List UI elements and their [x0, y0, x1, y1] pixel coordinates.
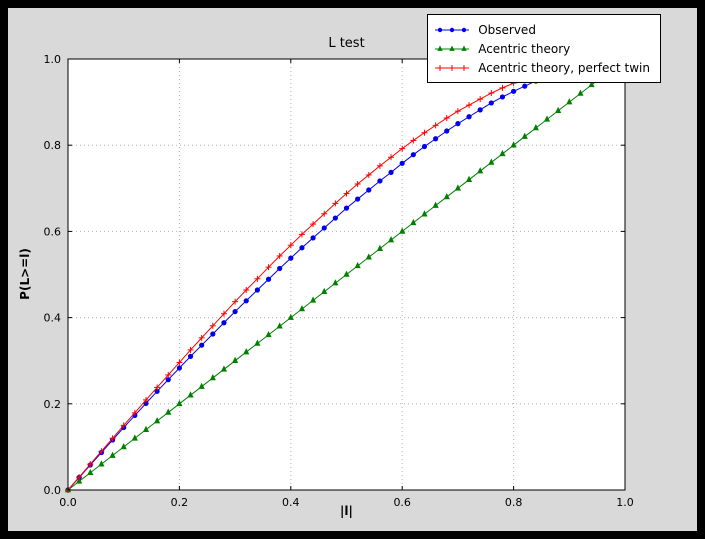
legend-line-sample-triangle-icon	[435, 45, 470, 51]
legend-label: Observed	[478, 22, 536, 37]
legend-item-2: Acentric theory	[434, 39, 650, 58]
x-tick-label: 0.0	[59, 496, 77, 509]
x-tick-label: 0.8	[505, 496, 523, 509]
legend-line-sample-plus-icon	[435, 64, 470, 71]
y-tick-label: 0.2	[44, 398, 62, 411]
x-tick-label: 0.4	[282, 496, 300, 509]
chart-title: L test	[328, 36, 365, 51]
x-tick-label: 1.0	[616, 496, 634, 509]
legend-item-1: Observed	[434, 20, 650, 39]
x-tick-label: 0.6	[393, 496, 411, 509]
x-axis-label: |l|	[340, 504, 353, 518]
y-axis-label: P(L>=l)	[18, 248, 32, 300]
y-tick-label: 0.8	[44, 139, 62, 152]
legend-label: Acentric theory, perfect twin	[478, 60, 650, 75]
legend-line-sample-circle-icon	[435, 27, 470, 32]
y-tick-label: 0.0	[44, 484, 62, 497]
y-tick-label: 0.4	[44, 312, 62, 325]
matplotlib-figure: 0.0 0.2 0.4 0.6 0.8 1.0 0.0 0.2 0.4 0.6 0.8 1.0 L t…	[8, 8, 697, 531]
y-tick-label: 1.0	[44, 53, 62, 66]
series-3-plus	[65, 68, 551, 493]
legend-item-3: Acentric theory, perfect twin	[434, 58, 650, 77]
series-2-triangle	[64, 72, 606, 493]
plot-canvas: 0.0 0.2 0.4 0.6 0.8 1.0 0.0 0.2 0.4 0.6 0.8 1.0	[44, 53, 634, 509]
x-tick-label: 0.2	[171, 496, 189, 509]
legend-label: Acentric theory	[478, 41, 571, 56]
legend-box: Observed Acentric theory Acentric theory, …	[427, 14, 661, 83]
y-tick-label: 0.6	[44, 225, 62, 238]
